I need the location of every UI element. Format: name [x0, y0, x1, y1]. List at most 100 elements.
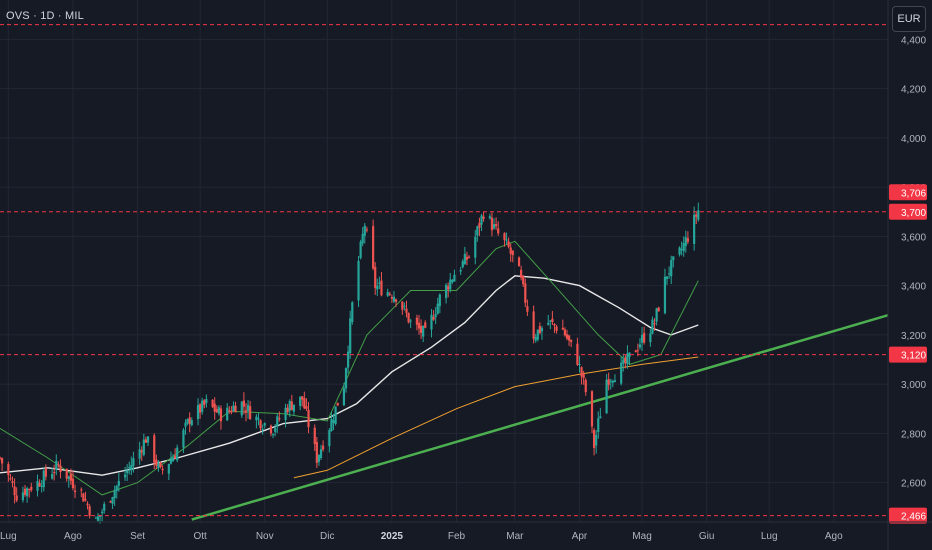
candle: [453, 269, 456, 282]
candle-body: [359, 241, 362, 259]
candle: [359, 239, 362, 260]
time-tick-label: Mag: [632, 531, 651, 542]
candle: [678, 246, 681, 257]
candle: [96, 512, 100, 522]
candle-body: [117, 480, 120, 486]
candle: [551, 310, 554, 326]
candle: [392, 290, 396, 304]
candle: [538, 322, 541, 335]
candle: [638, 338, 642, 350]
candle-body: [36, 481, 39, 491]
candle: [547, 314, 550, 326]
candle: [288, 399, 291, 417]
candle-body: [386, 291, 389, 296]
candle: [401, 301, 404, 315]
candle-body: [376, 285, 379, 290]
candle: [161, 465, 164, 475]
candle-body: [42, 470, 45, 488]
currency-button[interactable]: EUR: [892, 6, 926, 32]
candle-body: [144, 439, 148, 443]
candle-body: [422, 326, 425, 337]
candle: [23, 484, 27, 497]
candle: [438, 293, 441, 314]
candle: [69, 468, 72, 485]
candle-body: [449, 279, 452, 290]
candle: [211, 399, 214, 409]
time-tick-label: Giu: [699, 531, 715, 542]
candle-body: [678, 247, 681, 255]
candle-body: [286, 407, 289, 413]
candle-body: [69, 473, 72, 481]
candle: [40, 479, 43, 493]
candle: [495, 217, 498, 230]
candle: [259, 419, 262, 432]
support-trendline[interactable]: [191, 313, 889, 521]
candle-body: [651, 319, 654, 334]
candle-body: [169, 459, 173, 464]
price-tick-label: 3,400: [901, 282, 926, 293]
candle-body: [328, 430, 331, 447]
time-tick-label: Ago: [64, 531, 82, 542]
candle: [30, 482, 33, 493]
candle-body: [259, 420, 262, 429]
candle: [232, 401, 235, 413]
price-tick-label: 3,600: [901, 232, 926, 243]
candle: [255, 414, 258, 429]
price-axis[interactable]: 4,4004,2004,0003,8003,6003,4003,2003,000…: [887, 0, 927, 550]
price-tick-label: 2,600: [901, 479, 926, 490]
candle-body: [482, 216, 485, 219]
candle-body: [680, 249, 683, 251]
candle-body: [549, 320, 552, 322]
candle: [319, 444, 323, 461]
time-tick-label: Feb: [448, 531, 466, 542]
candle: [349, 310, 352, 359]
candle: [634, 349, 637, 353]
candle-body: [686, 238, 689, 242]
candle: [171, 453, 175, 462]
candle: [128, 461, 131, 475]
moving-average-line-2: [0, 240, 699, 496]
candle-body: [332, 420, 335, 423]
candle: [286, 404, 289, 415]
price-tick-label: 3,000: [901, 380, 926, 391]
candle: [507, 237, 510, 249]
candle-body: [244, 410, 248, 413]
candle: [113, 485, 116, 506]
candle: [695, 211, 698, 225]
candle: [561, 319, 564, 330]
candle-body: [40, 485, 43, 487]
candle: [213, 397, 216, 420]
candle: [613, 374, 617, 383]
candle-body: [123, 474, 127, 478]
candle-body: [538, 326, 541, 333]
candle-body: [288, 401, 291, 411]
candle: [682, 236, 685, 257]
candle-body: [447, 286, 450, 290]
candle-body: [53, 472, 56, 474]
trendline-layer: [191, 313, 889, 521]
candle-body: [580, 367, 583, 377]
candle-body: [363, 225, 366, 236]
moving-average-line-3: [293, 356, 699, 479]
current-price-label: 3,706: [901, 188, 926, 199]
candle: [497, 221, 500, 236]
candle: [424, 320, 427, 329]
candle-body: [242, 400, 245, 407]
candle-body: [21, 492, 25, 501]
candle-body: [299, 396, 302, 406]
candle: [303, 391, 306, 410]
price-level-tag: [889, 346, 927, 363]
candle-body: [59, 465, 62, 473]
time-axis[interactable]: Lug Ago Set Ott Nov Dic 2025 Feb Mar Apr Mag Giu Lug…: [0, 521, 932, 542]
candle: [624, 355, 627, 369]
candlestick-series: [0, 202, 700, 524]
candle: [430, 309, 433, 338]
candle: [595, 429, 598, 454]
moving-average-layer: [0, 240, 699, 496]
price-tick-label: 4,000: [901, 134, 926, 145]
candle-body: [153, 435, 156, 463]
candle-body: [184, 422, 187, 427]
candle-body: [334, 406, 337, 424]
candle-body: [347, 351, 350, 368]
